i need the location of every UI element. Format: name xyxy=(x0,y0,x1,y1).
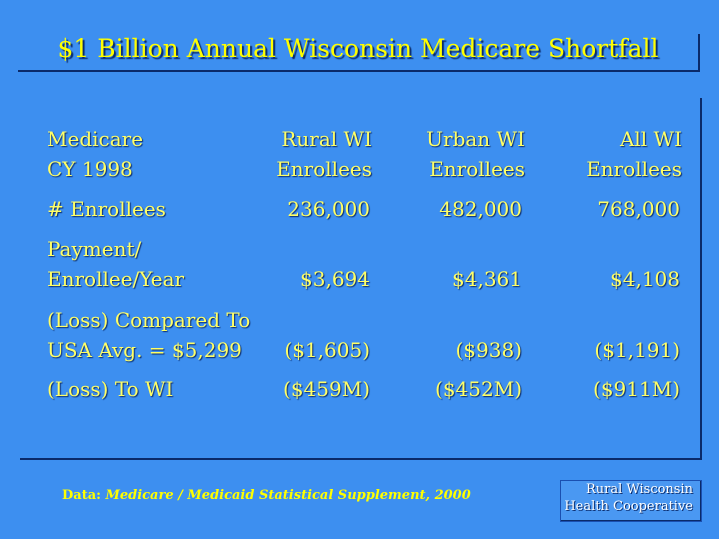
header-urban: Urban WI Enrollees xyxy=(400,124,525,184)
header-medicare-cy: Medicare CY 1998 xyxy=(47,124,143,184)
cell-urban-payment: $4,361 xyxy=(452,267,522,291)
header-all: All WI Enrollees xyxy=(555,124,682,184)
cell-rural-payment: $3,694 xyxy=(300,267,370,291)
header-line: CY 1998 xyxy=(47,157,133,181)
cell-urban-loss-wi: ($452M) xyxy=(435,377,522,401)
row-label-payment: Payment/ Enrollee/Year xyxy=(47,234,184,294)
row-label-enrollees: # Enrollees xyxy=(47,197,166,221)
row-label-line: Enrollee/Year xyxy=(47,267,185,291)
header-line: Enrollees xyxy=(276,157,372,181)
cell-rural-loss-compared: ($1,605) xyxy=(284,338,370,362)
row-label-line: Payment/ xyxy=(47,237,142,261)
cell-all-payment: $4,108 xyxy=(610,267,680,291)
row-label-loss-compared: (Loss) Compared To USA Avg. = $5,299 xyxy=(47,305,250,365)
cell-all-enrollees: 768,000 xyxy=(597,197,680,221)
logo-line-1: Rural Wisconsin xyxy=(585,482,693,497)
cell-rural-loss-wi: ($459M) xyxy=(283,377,370,401)
header-line: Urban WI xyxy=(426,127,525,151)
header-line: Enrollees xyxy=(586,157,682,181)
source-prefix: Data: xyxy=(62,488,106,503)
cell-urban-enrollees: 482,000 xyxy=(439,197,522,221)
data-table xyxy=(20,98,702,460)
cell-all-loss-compared: ($1,191) xyxy=(594,338,680,362)
header-line: All WI xyxy=(619,127,682,151)
header-line: Medicare xyxy=(47,127,144,151)
header-line: Rural WI xyxy=(281,127,372,151)
source-citation: Medicare / Medicaid Statistical Suppleme… xyxy=(105,488,471,503)
header-rural: Rural WI Enrollees xyxy=(250,124,372,184)
logo-line-2: Health Cooperative xyxy=(564,499,693,514)
data-source-note: Data: Medicare / Medicaid Statistical Su… xyxy=(62,488,471,503)
rwhc-logo: Rural Wisconsin Health Cooperative xyxy=(560,480,702,522)
row-label-line: (Loss) Compared To xyxy=(47,308,251,332)
header-line: Enrollees xyxy=(429,157,525,181)
slide-title: $1 Billion Annual Wisconsin Medicare Sho… xyxy=(57,34,659,63)
cell-urban-loss-compared: ($938) xyxy=(455,338,522,362)
row-label-line: USA Avg. = $5,299 xyxy=(47,338,242,362)
title-box: $1 Billion Annual Wisconsin Medicare Sho… xyxy=(18,34,700,72)
row-label-loss-wi: (Loss) To WI xyxy=(47,377,174,401)
cell-rural-enrollees: 236,000 xyxy=(287,197,370,221)
cell-all-loss-wi: ($911M) xyxy=(593,377,680,401)
